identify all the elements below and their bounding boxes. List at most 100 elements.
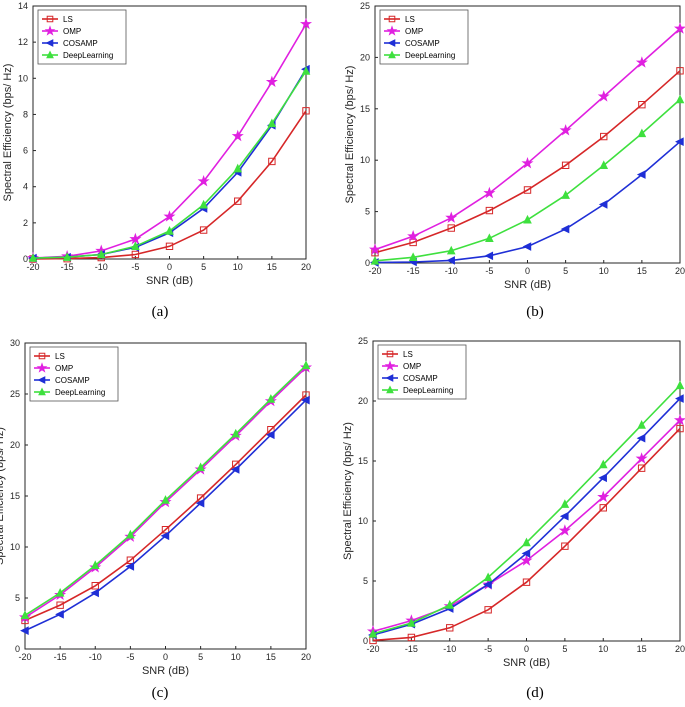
data-point <box>637 420 646 429</box>
legend-swatch-marker <box>387 39 396 47</box>
data-point <box>160 531 170 541</box>
x-tick-label: -20 <box>366 644 379 654</box>
data-point <box>598 200 608 209</box>
x-axis-label: SNR (dB) <box>503 657 550 669</box>
legend: LS OMP COSAMP DeepLearning <box>29 346 119 402</box>
data-point <box>673 22 685 34</box>
x-axis-label: SNR (dB) <box>142 665 189 677</box>
data-point <box>675 380 685 390</box>
series-omp <box>18 361 313 623</box>
x-tick-label: -10 <box>445 266 458 276</box>
data-point <box>675 137 684 147</box>
y-tick-label: 2 <box>23 218 28 228</box>
y-tick-label: 10 <box>358 516 368 526</box>
y-tick-label: 20 <box>10 440 20 450</box>
series-line <box>32 110 307 260</box>
y-tick-label: 5 <box>365 207 370 217</box>
legend-swatch-marker <box>388 50 396 59</box>
data-point <box>597 90 610 102</box>
legend-label: OMP <box>63 27 81 36</box>
data-point <box>161 495 170 504</box>
data-point <box>446 245 456 255</box>
y-axis-label: Spectral Efficiency (bps/ Hz) <box>0 427 6 565</box>
chart-panel-2: -20 -15 -10 -5 0 5 10 15 20 0 5 10 15 20 25 SNR (dB) Spe… <box>344 1 685 320</box>
panel-caption: (c) <box>152 685 169 701</box>
y-tick-label: 15 <box>358 456 368 466</box>
y-tick-label: 25 <box>360 1 370 11</box>
x-tick-label: -5 <box>485 266 493 276</box>
legend-label: OMP <box>403 362 421 371</box>
x-axis-label: SNR (dB) <box>504 279 551 291</box>
panel-caption: (a) <box>152 304 169 320</box>
data-point <box>637 464 646 472</box>
legend-label: COSAMP <box>63 39 98 48</box>
x-tick-label: -20 <box>26 262 39 272</box>
y-tick-label: 0 <box>15 644 20 654</box>
data-point <box>301 395 310 405</box>
data-point <box>20 610 30 620</box>
series-line <box>372 428 681 642</box>
data-point <box>560 224 570 234</box>
data-point <box>165 226 174 235</box>
series-line <box>24 399 307 632</box>
x-tick-label: 0 <box>525 266 530 276</box>
data-point <box>231 428 241 438</box>
data-point <box>522 242 532 251</box>
y-tick-label: 10 <box>10 542 20 552</box>
data-point <box>485 233 494 243</box>
data-point <box>234 197 242 205</box>
data-point <box>301 360 311 370</box>
data-point <box>522 578 531 586</box>
data-point <box>560 499 570 508</box>
series-ls <box>369 424 684 645</box>
x-tick-label: 10 <box>598 644 608 654</box>
data-point <box>302 107 310 115</box>
data-point <box>520 554 533 566</box>
y-tick-label: 10 <box>18 73 28 83</box>
data-point <box>521 549 531 558</box>
legend-label: OMP <box>405 27 423 36</box>
x-tick-label: -10 <box>443 644 456 654</box>
legend-swatch-marker <box>46 15 54 23</box>
legend-swatch-marker <box>388 15 396 23</box>
chart-panel-3: -20 -15 -10 -5 0 5 10 15 20 0 5 10 15 20 25 30 SNR (dB) S… <box>0 338 313 701</box>
data-point <box>483 186 496 199</box>
data-point <box>561 190 570 199</box>
y-tick-label: 0 <box>363 636 368 646</box>
x-tick-label: -5 <box>126 652 134 662</box>
data-point <box>407 633 416 642</box>
legend-swatch-marker <box>44 25 56 36</box>
x-tick-label: -15 <box>54 652 67 662</box>
data-point <box>233 163 243 173</box>
data-point <box>165 242 174 251</box>
series-line <box>374 70 681 254</box>
x-tick-label: -20 <box>368 266 381 276</box>
data-point <box>558 524 571 536</box>
data-point <box>299 17 313 30</box>
data-point <box>96 249 106 259</box>
x-tick-label: 0 <box>163 652 168 662</box>
x-tick-label: 10 <box>231 652 241 662</box>
panel-caption: (d) <box>526 685 544 701</box>
data-point <box>445 600 455 609</box>
y-tick-label: 6 <box>23 146 28 156</box>
series-cosamp <box>20 395 310 635</box>
legend-swatch-marker <box>384 360 396 371</box>
data-point <box>265 430 275 440</box>
data-point <box>599 504 607 512</box>
y-tick-label: 10 <box>360 155 370 165</box>
data-point <box>484 606 492 614</box>
data-point <box>598 473 607 483</box>
x-tick-label: 20 <box>301 652 311 662</box>
data-point <box>598 459 608 469</box>
legend-label: OMP <box>55 364 73 373</box>
series-omp <box>366 413 685 637</box>
y-tick-label: 0 <box>23 254 28 264</box>
data-point <box>445 211 458 223</box>
y-axis-label: Spectral Efficiency (bps/ Hz) <box>342 422 354 560</box>
data-point <box>636 170 646 179</box>
y-axis-label: Spectral Efficiency (bps/ Hz) <box>2 64 14 202</box>
x-axis-label: SNR (dB) <box>146 275 193 287</box>
data-point <box>163 210 176 222</box>
